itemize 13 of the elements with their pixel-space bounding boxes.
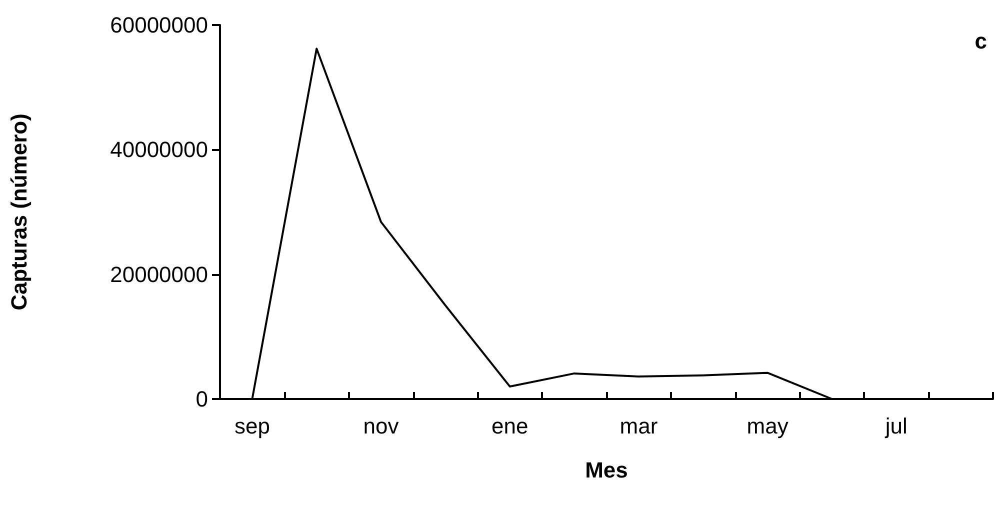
x-tick-label: ene xyxy=(492,414,528,438)
x-tick-label: sep xyxy=(234,414,270,438)
annotation: c xyxy=(974,28,988,54)
x-tick-label: mar xyxy=(620,414,658,438)
y-tick-label: 60000000 xyxy=(110,12,208,38)
y-tick-label: 20000000 xyxy=(110,262,208,287)
y-tick-label: 40000000 xyxy=(110,137,208,162)
x-tick-label: jul xyxy=(884,414,908,438)
x-tick-label: nov xyxy=(363,414,399,438)
x-tick-label: may xyxy=(746,414,788,438)
y-tick-label: 0 xyxy=(196,386,208,412)
y-axis-title: Capturas (número) xyxy=(6,114,32,310)
x-axis-title: Mes xyxy=(585,458,628,482)
